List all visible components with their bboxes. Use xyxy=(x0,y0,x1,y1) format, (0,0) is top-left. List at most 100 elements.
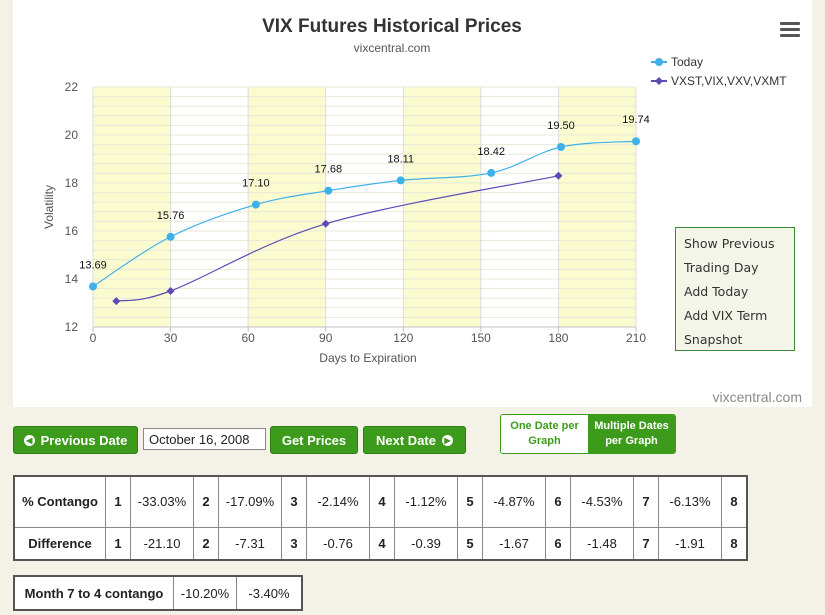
difference-value: -21.10 xyxy=(130,526,194,561)
x-axis-label: Days to Expiration xyxy=(319,351,416,365)
contango-value: -17.09% xyxy=(218,475,282,528)
month-number: 2 xyxy=(193,475,219,528)
multiple-dates-per-graph-button[interactable]: Multiple Dates per Graph xyxy=(588,415,675,453)
y-tick-label: 16 xyxy=(65,224,79,238)
data-point xyxy=(89,282,97,291)
data-point xyxy=(554,171,563,180)
data-label: 17.10 xyxy=(242,178,270,190)
month7-4-contango-table: Month 7 to 4 contango -10.20% -3.40% xyxy=(13,575,303,611)
next-date-label: Next Date xyxy=(376,432,436,448)
month-number: 1 xyxy=(105,526,131,561)
month-number: 4 xyxy=(369,475,395,528)
x-tick-label: 30 xyxy=(164,331,178,345)
chart-title: VIX Futures Historical Prices xyxy=(262,16,522,37)
legend[interactable]: Today VXST,VIX,VXV,VXMT xyxy=(651,55,787,88)
menu-add-today[interactable]: Add Today xyxy=(684,284,749,299)
month-number: 7 xyxy=(633,475,659,528)
contango-row-label: % Contango xyxy=(13,475,106,528)
menu-show-previous[interactable]: Show Previous xyxy=(684,236,775,251)
data-point xyxy=(321,219,330,228)
data-label: 17.68 xyxy=(315,164,343,176)
month-number: 7 xyxy=(633,526,659,561)
month-number: 5 xyxy=(457,475,483,528)
data-point xyxy=(396,176,405,185)
month-number: 2 xyxy=(193,526,219,561)
contango-value: -1.12% xyxy=(394,475,458,528)
y-tick-label: 12 xyxy=(65,320,79,334)
contango-row: % Contango 1 -33.03% 2 -17.09% 3 -2.14% … xyxy=(13,475,748,528)
month-number: 5 xyxy=(457,526,483,561)
date-input[interactable] xyxy=(143,428,266,450)
series-line-term xyxy=(116,175,559,302)
data-label: 19.74 xyxy=(622,114,650,126)
chart-subtitle: vixcentral.com xyxy=(354,41,431,55)
difference-row: Difference 1 -21.10 2 -7.31 3 -0.76 4 -0… xyxy=(13,526,748,561)
data-point xyxy=(166,287,175,295)
chart-credit[interactable]: vixcentral.com xyxy=(712,389,802,405)
graph-mode-toggle: One Date per Graph Multiple Dates per Gr… xyxy=(500,414,676,454)
month-number: 6 xyxy=(545,526,571,561)
data-label: 15.76 xyxy=(157,210,185,222)
shaded-band xyxy=(403,87,481,327)
month-number: 3 xyxy=(281,526,307,561)
month-number: 4 xyxy=(369,526,395,561)
difference-value: -1.91 xyxy=(658,526,722,561)
next-date-button[interactable]: Next Date ▶ xyxy=(363,426,466,454)
contango-table: % Contango 1 -33.03% 2 -17.09% 3 -2.14% … xyxy=(13,475,748,561)
shaded-band xyxy=(248,87,326,327)
y-tick-label: 14 xyxy=(65,272,79,286)
data-point xyxy=(632,137,640,146)
shaded-band xyxy=(558,87,636,327)
previous-date-label: Previous Date xyxy=(40,432,128,448)
x-tick-label: 90 xyxy=(319,331,333,345)
difference-row-label: Difference xyxy=(13,526,106,561)
data-label: 18.42 xyxy=(477,146,505,158)
data-label: 13.69 xyxy=(79,259,107,271)
contango-value: -2.14% xyxy=(306,475,370,528)
month7-value: -10.20% xyxy=(173,575,237,611)
x-tick-label: 180 xyxy=(548,331,568,345)
month-number: 3 xyxy=(281,475,307,528)
legend-today-label[interactable]: Today xyxy=(671,55,703,69)
month7-value: -3.40% xyxy=(236,575,303,611)
data-point xyxy=(557,143,566,151)
month-number: 8 xyxy=(721,526,748,561)
month-number: 1 xyxy=(105,475,131,528)
data-label: 19.50 xyxy=(547,120,575,132)
data-point xyxy=(112,297,121,306)
legend-term-marker xyxy=(655,77,663,85)
y-axis-label: Volatility xyxy=(42,185,56,229)
shaded-band xyxy=(93,87,171,327)
menu-snapshot[interactable]: Snapshot xyxy=(684,332,743,347)
difference-value: -7.31 xyxy=(218,526,282,561)
get-prices-button[interactable]: Get Prices xyxy=(270,426,358,454)
y-tick-label: 18 xyxy=(65,176,79,190)
contango-value: -4.87% xyxy=(482,475,546,528)
data-point xyxy=(166,232,175,241)
chart-panel: 0 30 60 90 120 150 180 210 12 14 16 18 20 22 13.69 15.… xyxy=(13,0,812,407)
difference-value: -1.67 xyxy=(482,526,546,561)
data-point xyxy=(324,186,333,195)
difference-value: -0.39 xyxy=(394,526,458,561)
x-tick-label: 120 xyxy=(393,331,413,345)
x-tick-label: 150 xyxy=(471,331,491,345)
y-tick-label: 20 xyxy=(65,128,79,142)
legend-term-label[interactable]: VXST,VIX,VXV,VXMT xyxy=(671,74,787,88)
contango-value: -6.13% xyxy=(658,475,722,528)
data-point xyxy=(487,168,496,177)
contango-value: -33.03% xyxy=(130,475,194,528)
legend-today-marker xyxy=(655,58,663,66)
x-tick-label: 60 xyxy=(241,331,255,345)
arrow-left-icon: ◀ xyxy=(23,434,35,446)
month7-row: Month 7 to 4 contango -10.20% -3.40% xyxy=(13,575,303,611)
chart-context-menu: Show Previous Trading Day Add Today Add … xyxy=(675,227,795,351)
menu-add-vix-term[interactable]: Add VIX Term xyxy=(684,308,768,323)
menu-trading-day[interactable]: Trading Day xyxy=(684,260,759,275)
data-point xyxy=(251,200,260,209)
chart-menu-icon[interactable] xyxy=(780,22,800,38)
month7-label: Month 7 to 4 contango xyxy=(13,575,174,611)
previous-date-button[interactable]: ◀ Previous Date xyxy=(13,426,138,454)
contango-value: -4.53% xyxy=(570,475,634,528)
chart: 0 30 60 90 120 150 180 210 12 14 16 18 20 22 13.69 15.… xyxy=(42,16,787,365)
one-date-per-graph-button[interactable]: One Date per Graph xyxy=(501,415,588,453)
